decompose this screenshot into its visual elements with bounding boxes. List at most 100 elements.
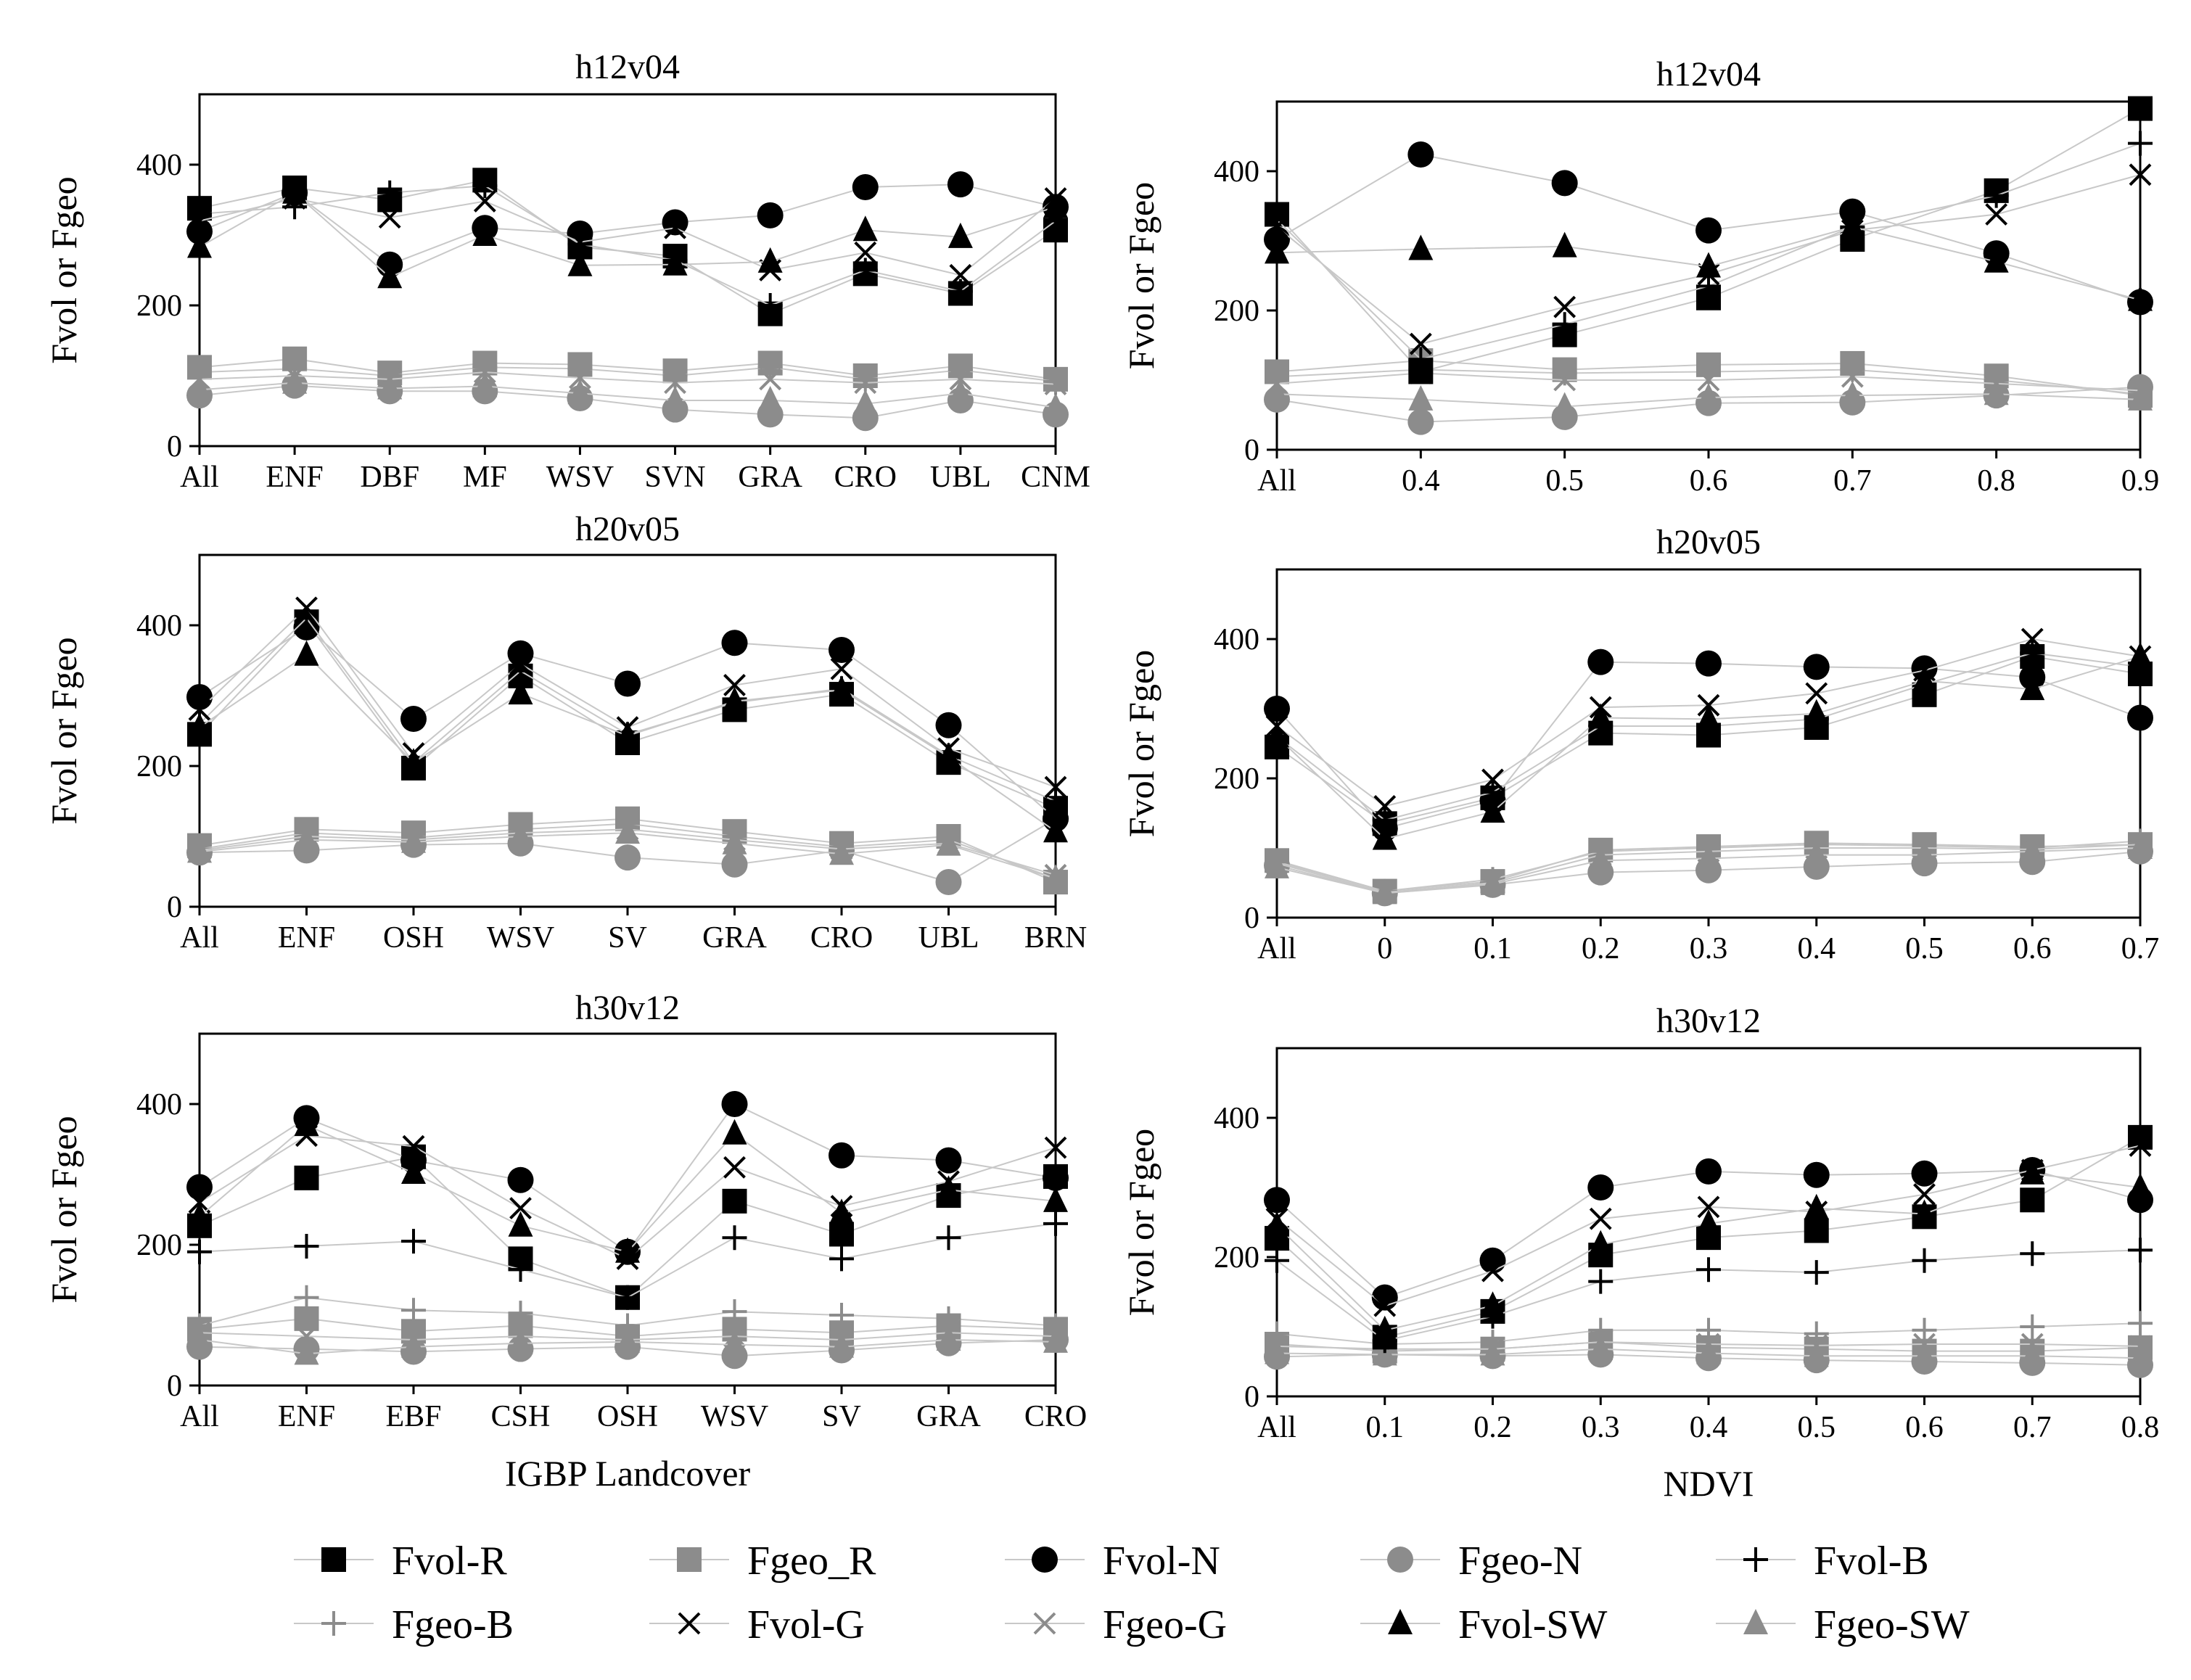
- point-fvol-n: [947, 171, 974, 198]
- point-fgeo-sw: [1043, 392, 1068, 419]
- point-fgeo-b: [1043, 368, 1068, 394]
- point-fgeo-sw: [936, 1325, 961, 1351]
- point-fvol-n: [1551, 170, 1578, 197]
- point-fvol-g: [295, 596, 318, 619]
- series-fvol-sw: [1265, 212, 2153, 311]
- point-fvol-sw: [187, 232, 212, 258]
- series-fvol-b: [187, 1211, 1068, 1310]
- point-fvol-n: [186, 683, 213, 710]
- point-fvol-sw: [187, 712, 212, 738]
- point-fvol-n: [186, 218, 213, 245]
- x-tick-label: CRO: [834, 461, 897, 494]
- series-line-fgeo-g: [199, 371, 1056, 385]
- point-fgeo-b: [508, 1301, 533, 1326]
- point-fgeo-g: [1697, 368, 1720, 392]
- x-tick-label: WSV: [546, 461, 614, 494]
- point-fgeo-sw: [1043, 1327, 1068, 1353]
- y-tick-label: 200: [136, 750, 182, 783]
- point-fvol-sw: [1588, 703, 1614, 729]
- plot-frame: [198, 93, 1057, 448]
- point-fgeo-sw: [722, 1330, 747, 1356]
- point-fvol-r: [2020, 1187, 2045, 1213]
- point-fvol-g: [2129, 1134, 2152, 1157]
- point-fvol-sw: [294, 640, 319, 666]
- legend-entry-fvol-g: Fvol-G: [649, 1602, 865, 1647]
- point-fvol-g: [1409, 332, 1432, 355]
- legend-label: Fvol-SW: [1458, 1602, 1607, 1647]
- series-fgeo-n: [186, 372, 1069, 432]
- point-fgeo-sw: [1696, 844, 1721, 870]
- point-fvol-n: [829, 1142, 855, 1169]
- point-fvol-g: [188, 210, 211, 233]
- chart-title: h20v05: [575, 510, 680, 548]
- series-fgeo-sw: [187, 368, 1068, 419]
- point-fvol-g: [723, 1156, 746, 1179]
- point-fvol-sw: [1804, 699, 1829, 725]
- point-fgeo-b: [1912, 1317, 1937, 1343]
- y-tick-label: 200: [1214, 295, 1259, 328]
- point-fgeo-b: [401, 1298, 426, 1323]
- point-fvol-sw: [2020, 1158, 2045, 1185]
- point-fgeo-g: [569, 366, 591, 390]
- point-fvol-n: [1803, 654, 1830, 680]
- x-tick-label: CRO: [810, 921, 873, 955]
- point-fvol-n: [1839, 198, 1866, 225]
- point-fvol-g: [473, 190, 496, 213]
- series-line-fvol-r: [199, 179, 1056, 315]
- point-fvol-b: [615, 1285, 640, 1310]
- series-line-fvol-r: [199, 1156, 1056, 1298]
- point-fgeo-g: [759, 368, 782, 391]
- legend-entry-fgeo-sw: Fgeo-SW: [1716, 1602, 1970, 1647]
- point-fvol-sw: [294, 1111, 319, 1137]
- point-fgeo-sw: [2128, 1343, 2153, 1370]
- point-fvol-g: [1697, 1195, 1720, 1219]
- point-fgeo-sw: [722, 828, 747, 855]
- point-fgeo-sw: [852, 389, 878, 415]
- y-tick-label: 0: [167, 1370, 182, 1403]
- point-fvol-g: [1985, 203, 2008, 226]
- point-fvol-g: [1373, 794, 1397, 818]
- point-fgeo-b: [2020, 1314, 2045, 1339]
- legend-entry-fvol-n: Fvol-N: [1005, 1539, 1220, 1584]
- x-tick-label: OSH: [383, 921, 444, 955]
- point-fgeo-sw: [1804, 840, 1829, 866]
- point-fgeo-n: [1407, 408, 1434, 435]
- point-fvol-g: [1481, 1259, 1504, 1282]
- point-fvol-sw: [508, 679, 533, 705]
- legend-marker-fvol-n: [1032, 1547, 1058, 1573]
- point-fvol-b: [1696, 1257, 1721, 1282]
- x-tick-label: CSH: [491, 1400, 551, 1433]
- point-fvol-n: [829, 636, 855, 663]
- point-fvol-b: [757, 293, 783, 318]
- point-fvol-g: [1044, 1136, 1067, 1159]
- point-fgeo-sw: [1696, 1338, 1721, 1364]
- point-fgeo-sw: [1588, 1334, 1614, 1360]
- point-fvol-g: [2021, 627, 2044, 651]
- x-tick-label: EBF: [385, 1400, 441, 1433]
- x-tick-label: 0.6: [1905, 1411, 1944, 1444]
- point-fgeo-sw: [1408, 384, 1434, 411]
- y-axis-label: Fvol or Fgeo: [1121, 1129, 1162, 1316]
- point-fvol-sw: [2128, 285, 2153, 311]
- point-fvol-sw: [1043, 817, 1068, 843]
- series-fgeo-g: [188, 361, 1067, 396]
- point-fgeo-sw: [1480, 869, 1505, 895]
- chart-panel-1: h12v04 0 200 400 All ENF DBF MF WSV SVN GRA CRO UBL C…: [44, 48, 1090, 494]
- point-fgeo-b: [1696, 1317, 1721, 1343]
- x-tick-label: 0.8: [2121, 1411, 2160, 1444]
- x-tick-label: 0.8: [1977, 464, 2015, 498]
- x-tick-label: 0.5: [1798, 1411, 1836, 1444]
- point-fvol-sw: [757, 247, 783, 273]
- point-fvol-g: [188, 698, 211, 721]
- series-fvol-sw: [187, 640, 1068, 843]
- y-tick-label: 400: [1214, 1102, 1259, 1135]
- x-tick-label: 0.7: [1833, 464, 1872, 498]
- point-fvol-b: [947, 279, 973, 304]
- x-tick-label: 0.6: [1690, 464, 1728, 498]
- point-fvol-n: [721, 630, 748, 656]
- legend-marker-fvol-r: [321, 1547, 346, 1572]
- legend-label: Fgeo-SW: [1814, 1602, 1970, 1647]
- point-fvol-n: [1264, 1187, 1290, 1214]
- point-fvol-b: [1408, 347, 1434, 372]
- x-tick-label: UBL: [930, 461, 991, 494]
